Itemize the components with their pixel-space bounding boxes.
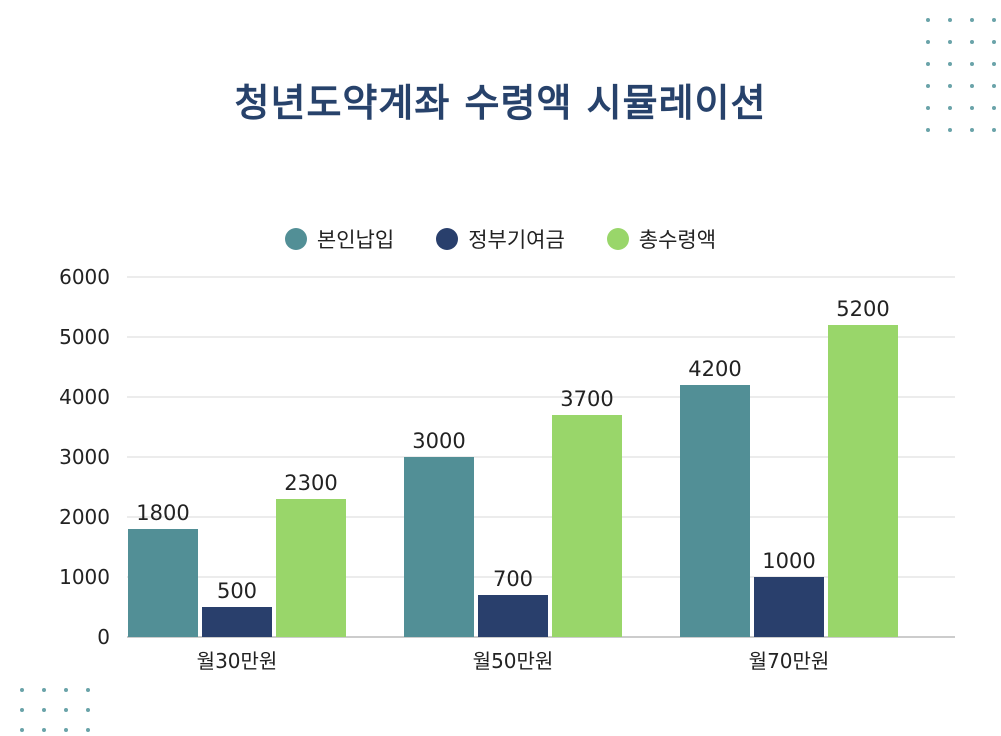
bar-0-2: [680, 385, 750, 637]
bar-0-0: [128, 529, 198, 637]
decorative-dot: [970, 18, 974, 22]
y-tick-label: 2000: [59, 505, 110, 529]
data-label: 1800: [136, 501, 189, 525]
x-tick-label: 월50만원: [473, 649, 554, 673]
y-tick-label: 1000: [59, 565, 110, 589]
bar-2-1: [552, 415, 622, 637]
legend-swatch: [284, 228, 307, 250]
decorative-dot: [42, 688, 46, 692]
decorative-dot: [64, 688, 68, 692]
bar-1-1: [478, 595, 548, 637]
decorative-dot: [992, 40, 996, 44]
decorative-dot: [992, 62, 996, 66]
legend-item-series-0: 본인납입: [284, 224, 395, 254]
decorative-dot: [992, 18, 996, 22]
decorative-dot: [948, 40, 952, 44]
decorative-dot: [926, 62, 930, 66]
data-label: 500: [217, 579, 257, 603]
decorative-dot: [86, 728, 90, 732]
decorative-dot: [42, 708, 46, 712]
decorative-dot: [20, 708, 24, 712]
decorative-dot: [992, 84, 996, 88]
legend-item-series-2: 총수령액: [606, 224, 717, 254]
legend-swatch: [606, 228, 629, 250]
decorative-dot: [948, 106, 952, 110]
decorative-dot: [970, 84, 974, 88]
decorative-dot: [992, 106, 996, 110]
decorative-dot: [970, 106, 974, 110]
decorative-dot: [948, 18, 952, 22]
decorative-dot: [926, 128, 930, 132]
decorative-dot: [64, 728, 68, 732]
data-label: 2300: [284, 471, 337, 495]
x-tick-label: 월30만원: [197, 649, 278, 673]
decorative-dot: [948, 84, 952, 88]
legend-item-series-1: 정부기여금: [436, 224, 565, 254]
decorative-dot: [948, 62, 952, 66]
decorative-dot: [926, 18, 930, 22]
legend-label: 정부기여금: [468, 228, 565, 252]
bar-1-0: [202, 607, 272, 637]
y-tick-label: 6000: [59, 265, 110, 289]
legend-label: 본인납입: [316, 228, 395, 252]
decorative-dot: [86, 708, 90, 712]
data-label: 1000: [762, 549, 815, 573]
data-label: 4200: [688, 357, 741, 381]
decorative-dot: [926, 106, 930, 110]
decorative-dot: [926, 40, 930, 44]
decorative-dot: [992, 128, 996, 132]
chart-legend: 본인납입 정부기여금 총수령액: [0, 224, 1001, 254]
bar-1-2: [754, 577, 824, 637]
decorative-dot: [970, 128, 974, 132]
chart-title: 청년도약계좌 수령액 시뮬레이션: [234, 81, 767, 125]
bar-2-2: [828, 325, 898, 637]
decorative-dot: [20, 688, 24, 692]
decorative-dot: [970, 40, 974, 44]
y-tick-label: 3000: [59, 445, 110, 469]
data-label: 700: [493, 567, 533, 591]
decorative-dot: [42, 728, 46, 732]
decorative-dot: [948, 128, 952, 132]
y-tick-label: 0: [97, 625, 110, 649]
decorative-dot: [970, 62, 974, 66]
legend-swatch: [436, 228, 459, 250]
y-tick-label: 5000: [59, 325, 110, 349]
decorative-dot: [926, 84, 930, 88]
decorative-dot: [20, 728, 24, 732]
decorative-dot: [64, 708, 68, 712]
legend-label: 총수령액: [638, 228, 717, 252]
data-label: 3000: [412, 429, 465, 453]
bar-0-1: [404, 457, 474, 637]
decorative-dot: [86, 688, 90, 692]
data-label: 5200: [836, 297, 889, 321]
y-tick-label: 4000: [59, 385, 110, 409]
data-label: 3700: [560, 387, 613, 411]
bar-2-0: [276, 499, 346, 637]
x-tick-label: 월70만원: [749, 649, 830, 673]
